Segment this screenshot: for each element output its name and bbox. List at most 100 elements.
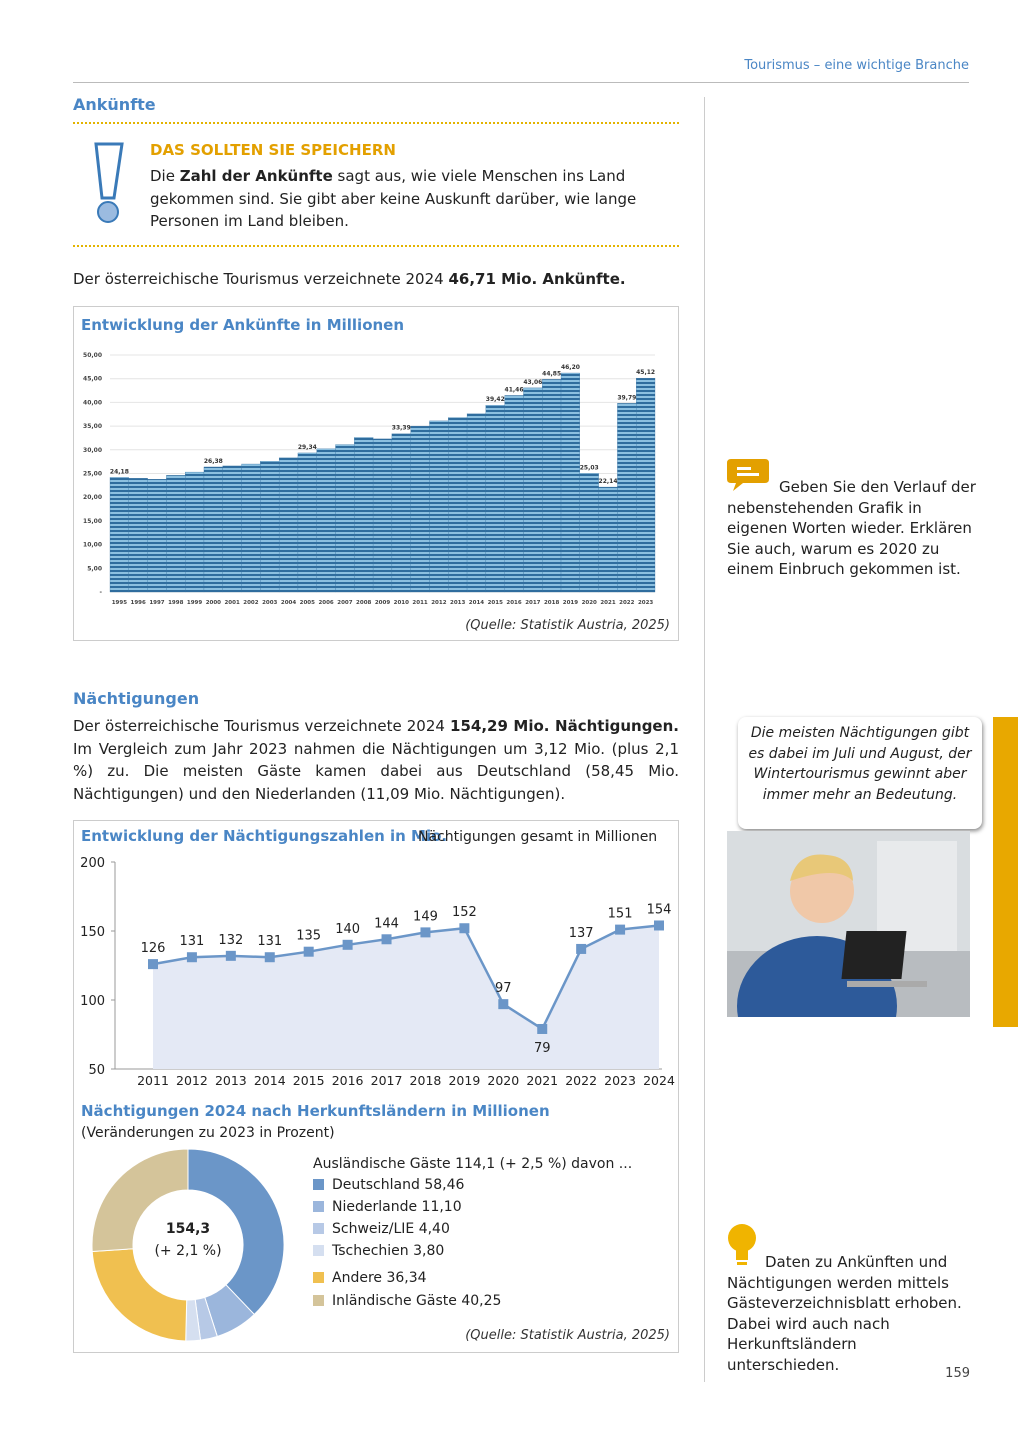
tip-text: Daten zu Ankünften und Nächtigungen werd…: [727, 1253, 962, 1374]
data-label: 137: [569, 926, 594, 941]
legend-entry: Niederlande 11,10: [332, 1199, 462, 1215]
x-tick-label: 2011: [412, 600, 427, 606]
y-tick-label: 200: [80, 856, 105, 871]
y-tick-label: 35,00: [83, 423, 102, 430]
center-label: 154,3: [166, 1221, 210, 1237]
point: [420, 927, 431, 938]
data-label: 43,06: [523, 379, 542, 386]
y-tick-label: 15,00: [83, 518, 102, 525]
text: Im Vergleich zum Jahr 2023 nahmen die Nä…: [73, 739, 679, 803]
line: [152, 924, 660, 1031]
data-label: 131: [180, 934, 205, 949]
x-tick-label: 2003: [262, 600, 277, 606]
bar: [166, 475, 186, 593]
bar: [429, 420, 449, 593]
point: [186, 952, 197, 963]
y-tick-label: 50,00: [83, 352, 102, 359]
x-tick-label: 2005: [300, 600, 315, 606]
legend-value: 40,25: [461, 1293, 501, 1309]
x-tick-label: 2021: [526, 1073, 558, 1088]
point: [264, 952, 275, 963]
data-label: 22,14: [599, 478, 618, 485]
x-tick-label: 2011: [137, 1073, 169, 1088]
x-tick-label: 2020: [487, 1073, 519, 1088]
y-tick-label: 50: [88, 1063, 105, 1078]
point: [615, 924, 626, 935]
legend-value: 4,40: [419, 1221, 450, 1237]
x-tick-label: 2023: [638, 600, 653, 606]
bar: [147, 479, 167, 593]
legend-swatch: [313, 1245, 324, 1256]
data-label: 151: [608, 907, 633, 922]
x-tick-label: 2020: [582, 600, 597, 606]
bar: [504, 395, 524, 593]
bar: [297, 452, 317, 593]
data-label: 132: [218, 933, 243, 948]
data-label: 144: [374, 916, 399, 931]
intro: Der österreichische Tourismus verzeichne…: [73, 715, 679, 805]
data-label: 131: [257, 934, 282, 949]
data-label: 25,03: [580, 464, 599, 471]
x-tick-label: 2014: [469, 600, 484, 606]
legend-entry: Inländische Gäste 40,25: [332, 1293, 501, 1309]
y-tick-label: 40,00: [83, 399, 102, 406]
source: (Quelle: Statistik Austria, 2025): [465, 618, 670, 633]
legend-name: Andere: [332, 1270, 382, 1286]
bar: [485, 404, 505, 593]
legend-value: 3,80: [413, 1243, 444, 1259]
x-tick-label: 2000: [206, 600, 221, 606]
chart-subtitle: (Veränderungen zu 2023 in Prozent): [81, 1125, 335, 1141]
y-tick-label: 150: [80, 925, 105, 940]
y-tick-label: 5,00: [87, 565, 102, 572]
legend-entry: Tschechien 3,80: [331, 1243, 444, 1259]
x-tick-label: 2006: [318, 600, 333, 606]
frame: [73, 820, 679, 1353]
chart-subtitle: Nächtigungen gesamt in Millionen: [418, 829, 657, 845]
chart-title: Entwicklung der Nächtigungszahlen in Mio…: [81, 827, 447, 845]
bar: [542, 379, 562, 593]
x-tick-label: 2007: [337, 600, 352, 606]
x-tick-label: 2019: [448, 1073, 480, 1088]
bar: [241, 463, 261, 593]
point: [225, 950, 236, 961]
x-tick-label: 2023: [604, 1073, 636, 1088]
legend-swatch: [313, 1201, 324, 1212]
legend-name: Deutschland: [332, 1177, 420, 1193]
bar: [260, 461, 280, 593]
y-tick-label: -: [100, 589, 103, 596]
x-tick-label: 2018: [410, 1073, 442, 1088]
bar: [617, 403, 637, 593]
arrivals-chart: Entwicklung der Ankünfte in Millionen - 5,…: [73, 306, 679, 641]
text: Der österreichische Tourismus verzeichne…: [73, 270, 449, 288]
exclamation-icon: [94, 142, 124, 223]
legend-swatch: [313, 1179, 324, 1190]
x-tick-label: 2016: [332, 1073, 364, 1088]
x-tick-label: 2002: [243, 600, 258, 606]
text: Der österreichische Tourismus verzeichne…: [73, 717, 451, 735]
data-label: 24,18: [110, 468, 129, 475]
point: [459, 923, 470, 934]
legend-summary: Ausländische Gäste 114,1 (+ 2,5 %) davon…: [313, 1156, 632, 1172]
x-tick-label: 2001: [224, 600, 239, 606]
box-rule: [73, 122, 679, 124]
legend-entry: Deutschland 58,46: [332, 1177, 464, 1193]
x-tick-label: 1996: [131, 600, 146, 606]
data-label: 126: [141, 941, 166, 956]
slice: [187, 1148, 285, 1316]
chart-title: Entwicklung der Ankünfte in Millionen: [81, 316, 404, 334]
x-tick-label: 2018: [544, 600, 559, 606]
source: (Quelle: Statistik Austria, 2025): [465, 1328, 670, 1343]
intro: Der österreichische Tourismus verzeichne…: [73, 268, 626, 291]
data-label: 149: [413, 909, 438, 924]
x-tick-label: 1999: [187, 600, 202, 606]
data-label: 97: [495, 981, 512, 996]
point: [381, 934, 392, 945]
chat-icon: [727, 459, 769, 491]
legend-swatch: [313, 1272, 324, 1283]
bar: [372, 438, 393, 593]
bar: [466, 413, 487, 593]
point: [537, 1023, 548, 1034]
data-label: 39,79: [617, 394, 636, 401]
data-label: 29,34: [298, 444, 317, 451]
legend-name: Schweiz/LIE: [332, 1221, 414, 1237]
